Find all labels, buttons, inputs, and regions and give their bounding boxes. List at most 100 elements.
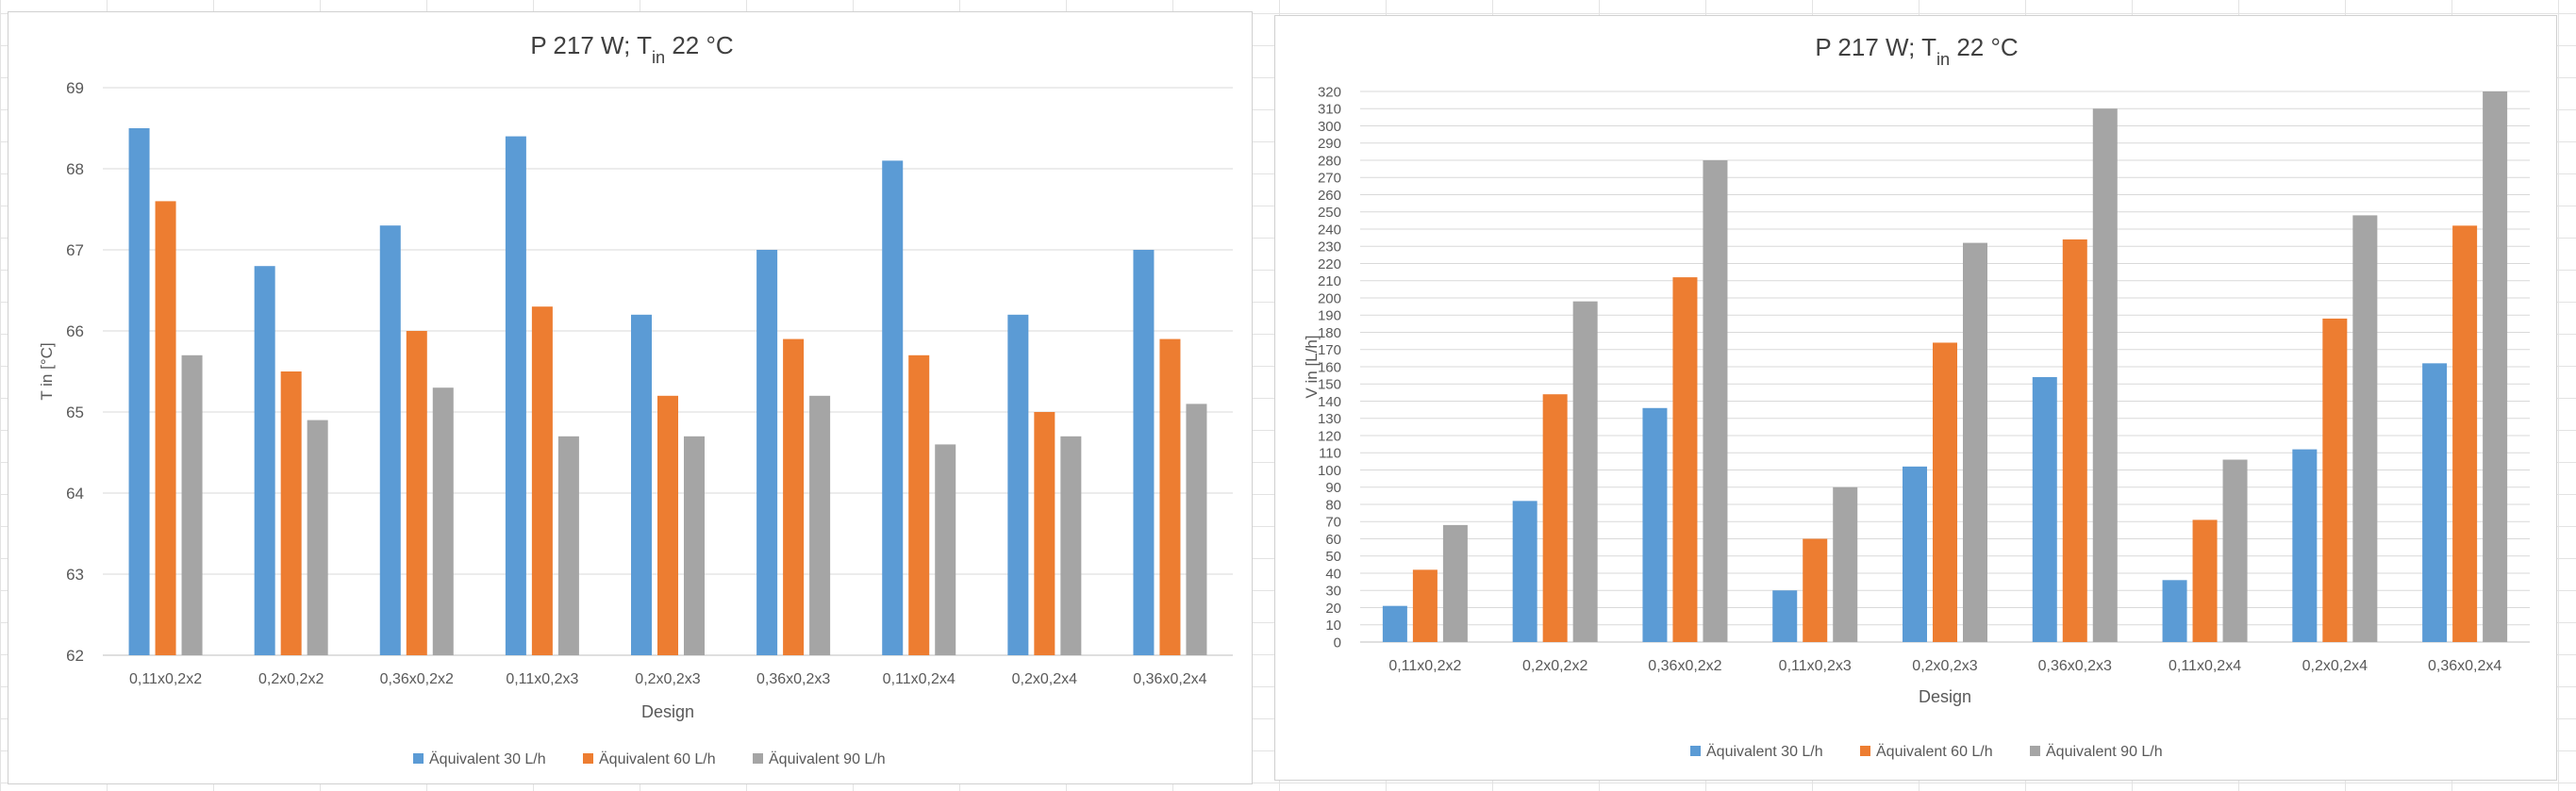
bar-1-4 — [505, 136, 526, 656]
bar-2-9 — [1159, 338, 1181, 655]
x-tick-label: 0,11x0,2x2 — [129, 671, 202, 687]
chart-title: P 217 W; Tin 22 °C — [530, 31, 733, 67]
bar-1-8 — [1007, 314, 1029, 655]
x-tick-label: 0,11x0,2x2 — [1388, 658, 1461, 674]
x-tick-label: 0,36x0,2x3 — [2038, 658, 2112, 674]
y-tick-label: 290 — [1318, 136, 1341, 152]
bar-2-6 — [783, 338, 805, 655]
bar-3-2 — [307, 420, 328, 655]
x-tick-label: 0,36x0,2x4 — [1133, 671, 1206, 687]
y-tick-label: 40 — [1325, 566, 1341, 582]
bar-2-9 — [2452, 225, 2478, 642]
y-tick-label: 100 — [1318, 463, 1341, 479]
legend-label-3: Äquivalent 90 L/h — [2046, 743, 2163, 760]
legend-swatch-3 — [753, 753, 763, 764]
bar-2-2 — [280, 371, 302, 655]
bar-1-2 — [254, 266, 275, 655]
bar-3-1 — [1442, 524, 1468, 642]
bar-1-4 — [1772, 590, 1798, 642]
y-tick-label: 70 — [1325, 515, 1341, 531]
y-tick-label: 66 — [66, 322, 84, 340]
x-tick-label: 0,2x0,2x3 — [635, 671, 700, 687]
bar-1-6 — [756, 250, 778, 655]
legend-swatch-1 — [1690, 746, 1701, 756]
bar-1-7 — [2162, 580, 2187, 642]
chart-title-main: P 217 W; T — [1815, 33, 1936, 61]
x-tick-label: 0,2x0,2x2 — [258, 671, 324, 687]
chart-title-rest: 22 °C — [665, 31, 734, 59]
bar-2-1 — [155, 201, 176, 655]
bar-3-3 — [432, 387, 454, 655]
bar-3-9 — [1186, 404, 1207, 655]
bar-2-3 — [1672, 277, 1698, 642]
y-tick-label: 300 — [1318, 119, 1341, 135]
bar-1-7 — [882, 160, 904, 655]
y-tick-label: 30 — [1325, 584, 1341, 600]
bar-2-8 — [2322, 318, 2348, 642]
y-axis-title: V in [L/h] — [1303, 335, 1321, 398]
y-tick-label: 0 — [1334, 634, 1341, 651]
y-tick-label: 110 — [1319, 446, 1341, 462]
bar-3-1 — [181, 354, 203, 655]
y-tick-label: 240 — [1318, 222, 1341, 238]
bar-3-8 — [1060, 436, 1082, 655]
legend-label-1: Äquivalent 30 L/h — [429, 750, 546, 767]
y-tick-label: 220 — [1318, 256, 1341, 272]
y-tick-label: 250 — [1318, 205, 1341, 221]
bar-1-8 — [2292, 449, 2318, 642]
legend-label-3: Äquivalent 90 L/h — [769, 750, 886, 767]
bar-3-6 — [2092, 108, 2118, 642]
bar-3-4 — [557, 436, 579, 655]
bar-2-8 — [1034, 412, 1055, 655]
bar-2-7 — [2192, 519, 2218, 642]
chart-title-subscript: in — [1936, 50, 1950, 69]
legend-swatch-3 — [2030, 746, 2040, 756]
bar-3-4 — [1833, 486, 1858, 642]
legend-swatch-1 — [413, 753, 424, 764]
y-tick-label: 65 — [66, 404, 84, 421]
y-tick-label: 200 — [1318, 290, 1341, 306]
bar-3-8 — [2352, 215, 2378, 642]
x-tick-label: 0,36x0,2x2 — [380, 671, 454, 687]
bar-3-5 — [1963, 242, 1987, 642]
chart-temperature: P 217 W; Tin 22 °C 62 63 64 65 66 67 68 69 0,11x0… — [38, 31, 1233, 767]
legend-label-2: Äquivalent 60 L/h — [1876, 743, 1993, 760]
bar-2-7 — [908, 354, 930, 655]
bar-2-4 — [531, 306, 553, 655]
y-tick-label: 280 — [1318, 153, 1341, 169]
y-tick-label: 270 — [1318, 171, 1341, 187]
x-tick-label: 0,11x0,2x4 — [883, 671, 956, 687]
y-tick-label: 210 — [1318, 273, 1341, 289]
y-tick-label: 150 — [1318, 377, 1341, 393]
y-tick-label: 120 — [1318, 428, 1341, 444]
legend-label-2: Äquivalent 60 L/h — [599, 750, 716, 767]
y-axis-title: T in [°C] — [38, 342, 56, 400]
x-tick-label: 0,36x0,2x4 — [2428, 658, 2501, 674]
bar-2-1 — [1412, 569, 1438, 642]
y-tick-label: 69 — [66, 79, 84, 97]
chart-panel-flow[interactable]: P 217 W; Tin 22 °C 0 10 20 30 40 50 60 70 80 90 100… — [1274, 15, 2557, 781]
bar-2-6 — [2062, 239, 2087, 642]
legend-swatch-2 — [1860, 746, 1870, 756]
bar-1-1 — [128, 128, 150, 655]
y-tick-label: 60 — [1325, 532, 1341, 548]
legend-label-1: Äquivalent 30 L/h — [1706, 743, 1823, 760]
bar-1-2 — [1512, 501, 1537, 642]
x-tick-label: 0,2x0,2x4 — [2302, 658, 2368, 674]
y-tick-label: 230 — [1318, 239, 1341, 255]
y-tick-label: 170 — [1318, 342, 1341, 358]
bar-1-9 — [1133, 250, 1155, 655]
x-axis-title: Design — [1919, 687, 1971, 706]
y-tick-label: 140 — [1318, 394, 1341, 410]
x-tick-label: 0,11x0,2x3 — [1779, 658, 1852, 674]
y-tick-label: 50 — [1325, 549, 1341, 565]
chart-title: P 217 W; Tin 22 °C — [1815, 33, 2018, 69]
x-tick-label: 0,36x0,2x2 — [1648, 658, 1721, 674]
y-tick-label: 67 — [66, 241, 84, 259]
bar-1-3 — [1642, 407, 1668, 642]
y-tick-label: 68 — [66, 160, 84, 178]
x-tick-label: 0,36x0,2x3 — [756, 671, 830, 687]
bar-1-9 — [2422, 363, 2448, 642]
chart-panel-temperature[interactable]: P 217 W; Tin 22 °C 62 63 64 65 66 67 68 69 0,11x0… — [8, 11, 1253, 784]
chart-title-main: P 217 W; T — [530, 31, 652, 59]
